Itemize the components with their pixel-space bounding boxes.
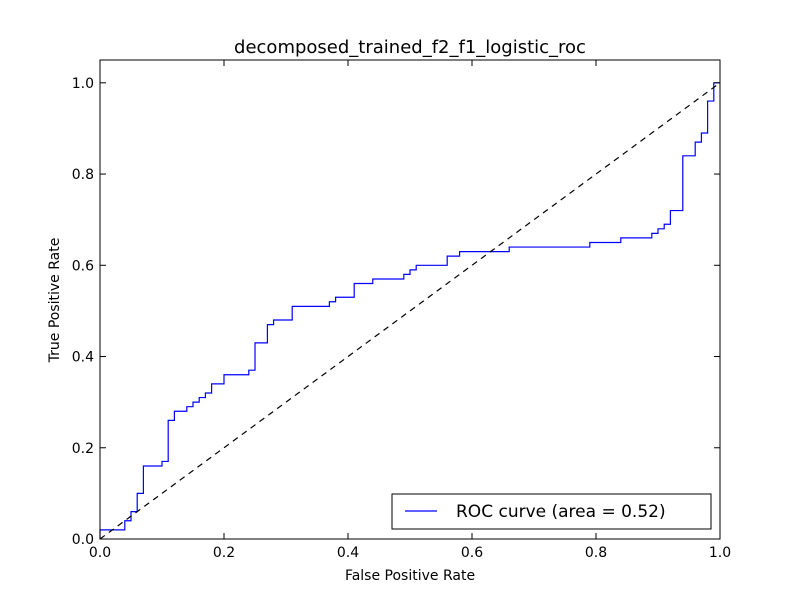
x-tick-label: 0.4: [337, 545, 359, 561]
legend-label: ROC curve (area = 0.52): [456, 502, 666, 522]
chart-title: decomposed_trained_f2_f1_logistic_roc: [234, 37, 586, 58]
plot-area: [99, 82, 721, 540]
axes-frame: [99, 59, 721, 540]
x-tick-label: 1.0: [709, 545, 731, 561]
roc-curve-line: [99, 82, 720, 539]
y-tick-label: 0.6: [72, 258, 94, 274]
y-tick-label: 1.0: [72, 76, 94, 92]
y-tick-label: 0.4: [72, 350, 94, 366]
y-tick-label: 0.2: [72, 441, 94, 457]
axis-ticks: 0.0 0.2 0.4 0.6 0.8 1.0 0.0 0.2 0.4 0.6 0.8 1.0: [72, 60, 731, 561]
legend-box: [391, 493, 712, 530]
x-tick-label: 0.8: [585, 545, 607, 561]
x-axis-label: False Positive Rate: [345, 568, 475, 584]
y-tick-label: 0.8: [72, 167, 94, 183]
chance-diagonal-line: [99, 82, 721, 540]
x-tick-label: 0.2: [213, 545, 235, 561]
x-tick-label: 0.0: [89, 545, 111, 561]
y-axis-label: True Positive Rate: [47, 238, 63, 364]
legend: ROC curve (area = 0.52): [391, 493, 712, 530]
y-tick-label: 0.0: [72, 532, 94, 548]
x-tick-label: 0.6: [461, 545, 483, 561]
